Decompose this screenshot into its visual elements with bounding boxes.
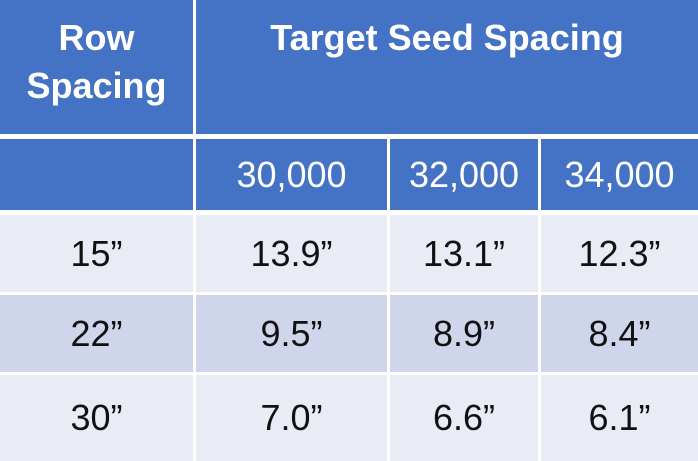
header-target-seed-spacing: Target Seed Spacing (196, 0, 698, 139)
cell-15-30000: 13.9” (196, 215, 390, 295)
header-row-spacing-line1: Row (58, 17, 135, 58)
cell-30-34000: 6.1” (541, 375, 698, 461)
cell-15-32000: 13.1” (390, 215, 541, 295)
row-spacing-30: 30” (0, 375, 196, 461)
header-population-30000: 30,000 (196, 139, 390, 215)
header-empty-cell (0, 139, 196, 215)
cell-30-30000: 7.0” (196, 375, 390, 461)
header-row-spacing-line2: Spacing (26, 65, 167, 106)
cell-22-34000: 8.4” (541, 295, 698, 375)
cell-22-30000: 9.5” (196, 295, 390, 375)
cell-30-32000: 6.6” (390, 375, 541, 461)
header-row-spacing: Row Spacing (0, 0, 196, 139)
row-spacing-15: 15” (0, 215, 196, 295)
row-spacing-22: 22” (0, 295, 196, 375)
header-population-32000: 32,000 (390, 139, 541, 215)
header-population-34000: 34,000 (541, 139, 698, 215)
cell-15-34000: 12.3” (541, 215, 698, 295)
cell-22-32000: 8.9” (390, 295, 541, 375)
